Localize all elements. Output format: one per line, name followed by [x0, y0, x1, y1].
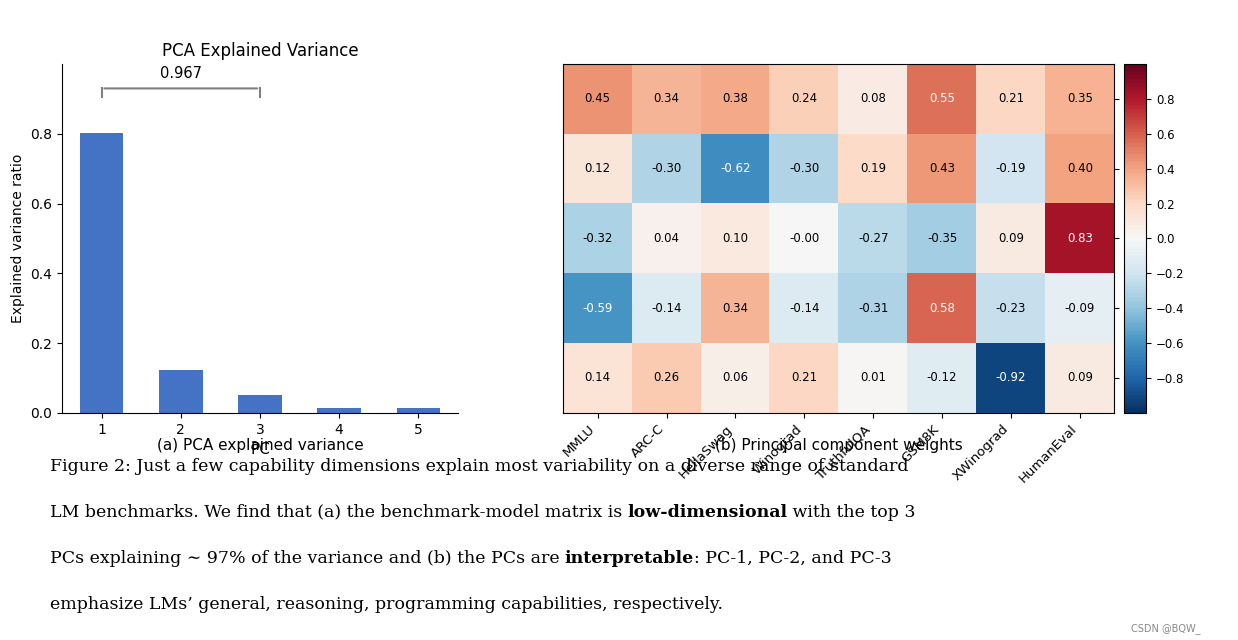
Bar [80, 133, 124, 413]
Text: 0.09: 0.09 [998, 232, 1024, 245]
Text: (b) Principal component weights: (b) Principal component weights [714, 438, 963, 453]
Bar [317, 408, 361, 413]
Text: 0.06: 0.06 [723, 371, 749, 385]
Text: 0.55: 0.55 [928, 92, 954, 106]
Text: -0.30: -0.30 [651, 162, 682, 175]
Text: -0.62: -0.62 [721, 162, 750, 175]
Text: -0.35: -0.35 [927, 232, 957, 245]
Text: -0.12: -0.12 [927, 371, 957, 385]
Text: 0.83: 0.83 [1067, 232, 1093, 245]
Text: : PC-1, PC-2, and PC-3: : PC-1, PC-2, and PC-3 [693, 550, 891, 567]
Text: -0.00: -0.00 [789, 232, 820, 245]
Text: 0.19: 0.19 [860, 162, 886, 175]
Text: 0.43: 0.43 [928, 162, 954, 175]
X-axis label: PC: PC [250, 442, 270, 457]
Text: 0.14: 0.14 [584, 371, 610, 385]
Text: 0.40: 0.40 [1067, 162, 1093, 175]
Text: 0.21: 0.21 [998, 92, 1024, 106]
Y-axis label: Explained variance ratio: Explained variance ratio [11, 154, 25, 323]
Text: 0.34: 0.34 [654, 92, 680, 106]
Text: 0.38: 0.38 [723, 92, 749, 106]
Text: 0.09: 0.09 [1067, 371, 1093, 385]
Text: LM benchmarks. We find that (a) the benchmark-model matrix is: LM benchmarks. We find that (a) the benc… [50, 504, 628, 521]
Title: PCA Explained Variance: PCA Explained Variance [162, 42, 358, 60]
Text: -0.19: -0.19 [995, 162, 1026, 175]
Text: low-dimensional: low-dimensional [628, 504, 787, 521]
Text: 0.45: 0.45 [584, 92, 610, 106]
Text: emphasize LMs’ general, reasoning, programming capabilities, respectively.: emphasize LMs’ general, reasoning, progr… [50, 596, 723, 613]
Text: 0.10: 0.10 [723, 232, 749, 245]
Bar [238, 395, 282, 413]
Text: (a) PCA explained variance: (a) PCA explained variance [156, 438, 364, 453]
Text: -0.14: -0.14 [789, 301, 820, 315]
Text: PCs explaining ∼ 97% of the variance and (b) the PCs are: PCs explaining ∼ 97% of the variance and… [50, 550, 565, 567]
Text: Figure 2: Just a few capability dimensions explain most variability on a diverse: Figure 2: Just a few capability dimensio… [50, 458, 907, 475]
Text: 0.26: 0.26 [654, 371, 680, 385]
Text: -0.32: -0.32 [583, 232, 613, 245]
Text: -0.23: -0.23 [995, 301, 1026, 315]
Text: 0.21: 0.21 [791, 371, 817, 385]
Text: -0.31: -0.31 [858, 301, 889, 315]
Text: 0.24: 0.24 [791, 92, 817, 106]
Text: -0.59: -0.59 [583, 301, 613, 315]
Text: 0.58: 0.58 [928, 301, 954, 315]
Text: -0.27: -0.27 [858, 232, 889, 245]
Text: -0.92: -0.92 [995, 371, 1026, 385]
Text: 0.34: 0.34 [723, 301, 749, 315]
Text: -0.30: -0.30 [789, 162, 820, 175]
Text: 0.12: 0.12 [584, 162, 610, 175]
Text: with the top 3: with the top 3 [787, 504, 916, 521]
Text: 0.04: 0.04 [654, 232, 680, 245]
Text: 0.08: 0.08 [860, 92, 886, 106]
Bar [158, 371, 203, 413]
Text: -0.14: -0.14 [651, 301, 682, 315]
Text: interpretable: interpretable [565, 550, 693, 567]
Text: -0.09: -0.09 [1065, 301, 1094, 315]
Text: 0.01: 0.01 [860, 371, 886, 385]
Text: 0.967: 0.967 [160, 67, 202, 81]
Bar [396, 408, 439, 413]
Text: 0.35: 0.35 [1067, 92, 1093, 106]
Text: CSDN @BQW_: CSDN @BQW_ [1132, 623, 1201, 634]
